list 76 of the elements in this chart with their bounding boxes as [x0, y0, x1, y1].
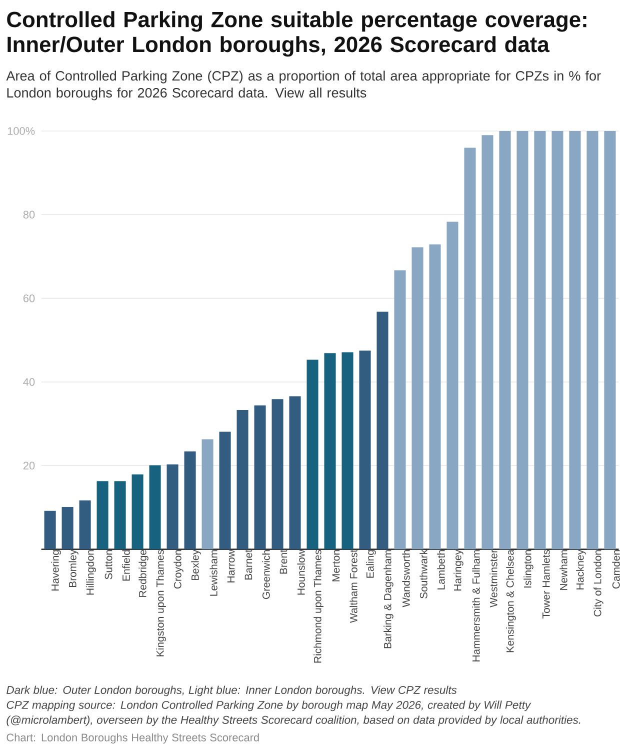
bar: [289, 396, 301, 550]
x-tick-label: Waltham Forest: [350, 550, 358, 623]
x-tick-label: Redbridge: [138, 550, 148, 597]
bar: [586, 130, 598, 550]
bar: [394, 270, 406, 550]
bar: [464, 148, 476, 550]
x-tick-label: Bromley: [68, 550, 78, 588]
x-tick-label: Hounslow: [297, 549, 305, 595]
x-tick-label: Richmond upon Thames: [314, 550, 324, 663]
x-tick-label: Sutton: [104, 550, 112, 580]
bar: [254, 405, 266, 550]
bar: [359, 350, 371, 550]
x-tick-label: Barnet: [244, 550, 252, 580]
bar: [79, 500, 91, 550]
x-tick-label: Brent: [280, 550, 288, 574]
x-tick-label: City of London: [594, 550, 604, 616]
x-tick-label: Kingston upon Thames: [156, 550, 166, 656]
x-tick-label: Croydon: [174, 550, 184, 589]
bar: [429, 244, 441, 550]
x-tick-label: Hillingdon: [86, 550, 96, 595]
chart-subtitle: Area of Controlled Parking Zone (CPZ) as a proportion of total area appropriate for CPZs in % for London boroughs for 2026 Scorecard data. View all results: [6, 70, 601, 100]
bar: [149, 465, 161, 550]
bar: [482, 135, 494, 550]
x-tick-label: Lambeth: [437, 550, 445, 590]
bar: [569, 130, 581, 550]
x-tick-label: Tower Hamlets: [542, 550, 550, 618]
bar: [96, 481, 108, 550]
x-tick-label: Enfield: [122, 550, 130, 581]
x-tick-label: Hammersmith & Fulham: [472, 550, 480, 662]
bar: [132, 474, 144, 550]
x-tick-label: Hackney: [576, 550, 586, 590]
text: Chart: London Boroughs Healthy Streets Scorecard: [6, 733, 259, 744]
x-tick-label: Islington: [524, 550, 534, 588]
y-tick-label: 60: [23, 294, 35, 302]
x-tick-label: Camden: [612, 550, 620, 589]
bar: [44, 510, 56, 550]
bar: [272, 399, 284, 550]
y-tick-label: 40: [23, 378, 35, 386]
x-tick-label: Westminster: [490, 550, 498, 608]
text: Dark blue: Outer London boroughs, Light blue: Inner London boroughs. View CPZ results: [6, 686, 457, 696]
bar: [499, 130, 511, 550]
bar: [306, 360, 318, 550]
bar: [412, 247, 424, 550]
x-tick-label: Greenwich: [262, 550, 270, 599]
y-tick-label: 80: [23, 210, 35, 219]
x-tick-label: Merton: [332, 550, 340, 582]
bar: [219, 432, 231, 550]
chart-title: Controlled Parking Zone suitable percentage coverage: Inner/Outer London boroughs, 2026 Scorecard data: [7, 11, 586, 57]
bar: [202, 439, 214, 550]
x-tick-label: Havering: [51, 550, 61, 591]
x-tick-label: Ealing: [366, 550, 376, 578]
bar: [236, 410, 248, 550]
bar: [534, 130, 546, 550]
y-tick-label: 100%: [8, 127, 35, 135]
bar: [604, 130, 616, 550]
x-tick-label: Harrow: [227, 549, 235, 582]
bar: [62, 507, 74, 550]
bar: [516, 130, 528, 550]
bar: [342, 352, 354, 550]
x-tick-label: Wandsworth: [402, 550, 410, 608]
bar: [446, 222, 458, 550]
bar: [552, 130, 564, 550]
bar: [166, 464, 178, 550]
x-tick-label: Bexley: [191, 550, 201, 580]
x-tick-label: Lewisham: [210, 550, 218, 596]
x-tick-label: Haringey: [454, 550, 464, 591]
x-tick-label: Kensington & Chelsea: [506, 550, 516, 652]
y-tick-label: 20: [23, 462, 35, 470]
x-tick-label: Southwark: [420, 550, 428, 598]
text: CPZ mapping source: London Controlled Parking Zone by borough map May 2026, created by Will Petty (@microlambert), overseen by the Healthy Streets Scorecard coalition, based on data provided by local authorities.: [6, 700, 580, 726]
x-tick-label: Barking & Dagenham: [384, 550, 394, 648]
bar: [114, 481, 126, 550]
bar: [184, 451, 196, 550]
x-tick-label: Newham: [560, 550, 568, 590]
bar: [376, 312, 388, 550]
bar: [324, 353, 336, 550]
